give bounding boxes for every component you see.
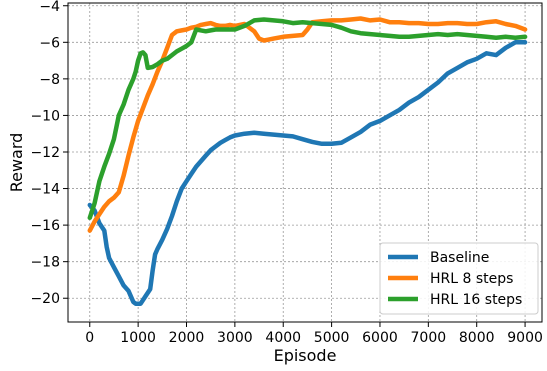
y-tick-label: −18	[30, 255, 60, 271]
x-tick-label: 8000	[459, 330, 495, 346]
x-axis-title: Episode	[274, 346, 337, 365]
legend-label: HRL 8 steps	[430, 271, 513, 287]
series-lines	[87, 16, 528, 306]
y-tick-label: −14	[30, 182, 60, 198]
series-line-hrl-8-steps	[87, 16, 528, 233]
x-tick-label: 7000	[411, 330, 447, 346]
y-tick-label: −8	[39, 72, 60, 88]
y-tick-label: −16	[30, 218, 60, 234]
x-tick-label: 1000	[120, 330, 156, 346]
y-tick-label: −10	[30, 108, 60, 124]
y-axis-title: Reward	[7, 133, 26, 193]
x-tick-label: 6000	[362, 330, 398, 346]
legend-box	[379, 242, 539, 315]
y-tick-label: −6	[39, 35, 60, 51]
x-tick-label: 3000	[217, 330, 253, 346]
y-tick-label: −20	[30, 291, 60, 307]
x-tick-label: 5000	[314, 330, 350, 346]
legend-label: HRL 16 steps	[430, 292, 522, 308]
x-tick-label: 4000	[265, 330, 301, 346]
y-tick-label: −4	[39, 0, 60, 15]
plot-frame	[67, 2, 543, 323]
series-line-hrl-16-steps	[87, 17, 528, 221]
legend-items: Baseline HRL 8 steps HRL 16 steps	[388, 250, 522, 308]
x-tick-label: 9000	[507, 330, 543, 346]
x-tick-label: 0	[85, 330, 94, 346]
legend: Baseline HRL 8 steps HRL 16 steps	[379, 242, 539, 315]
series-line-baseline	[87, 40, 528, 306]
x-tick-label: 2000	[169, 330, 205, 346]
y-tick-label: −12	[30, 145, 60, 161]
legend-label: Baseline	[430, 250, 489, 266]
axis-ticks: 0 1000 2000 3000 4000 5000 6000 7000 8000 9000 −20…	[30, 0, 542, 346]
